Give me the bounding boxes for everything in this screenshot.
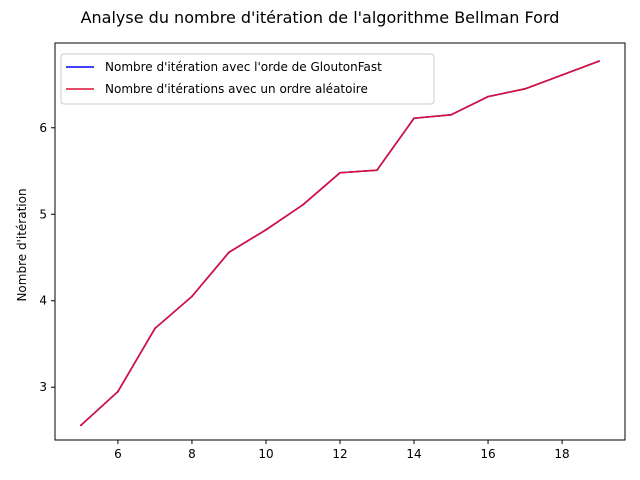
data-point-2 — [154, 327, 156, 330]
legend-label-2: Nombre d'itérations avec un ordre aléato… — [105, 82, 368, 96]
data-point-2 — [524, 87, 526, 90]
x-tick-label: 12 — [332, 447, 347, 461]
data-point-2 — [191, 295, 193, 298]
data-point-2 — [228, 251, 230, 254]
x-tick-label: 6 — [114, 447, 122, 461]
x-tick-label: 8 — [188, 447, 196, 461]
data-point-2 — [450, 113, 452, 116]
legend-label-1: Nombre d'itération avec l'orde de Glouto… — [105, 60, 382, 74]
x-tick-label: 10 — [258, 447, 273, 461]
data-point-2 — [80, 424, 82, 427]
data-point-2 — [487, 95, 489, 98]
legend: Nombre d'itération avec l'orde de Glouto… — [60, 53, 435, 105]
plot-area: 6 8 10 12 14 16 18 3 4 5 6 — [39, 60, 600, 461]
data-point-2 — [413, 117, 415, 120]
x-tick-label: 16 — [480, 447, 495, 461]
data-point-2 — [265, 228, 267, 231]
data-point-2 — [339, 171, 341, 174]
data-point-2 — [117, 390, 119, 393]
y-tick-label: 4 — [39, 294, 47, 308]
data-point-2 — [561, 74, 563, 76]
chart-title: Analyse du nombre d'itération de l'algor… — [81, 8, 560, 27]
y-tick-label: 6 — [39, 121, 47, 135]
data-point-2 — [598, 60, 600, 63]
y-axis-label: Nombre d'itération — [15, 188, 29, 301]
y-tick-label: 5 — [39, 207, 47, 221]
data-point-2 — [302, 203, 304, 206]
x-tick-label: 18 — [554, 447, 569, 461]
axes-frame — [54, 42, 626, 441]
x-tick-label: 14 — [406, 447, 421, 461]
y-tick-label: 3 — [39, 380, 47, 394]
legend-box — [60, 53, 435, 105]
data-point-2 — [376, 169, 378, 172]
